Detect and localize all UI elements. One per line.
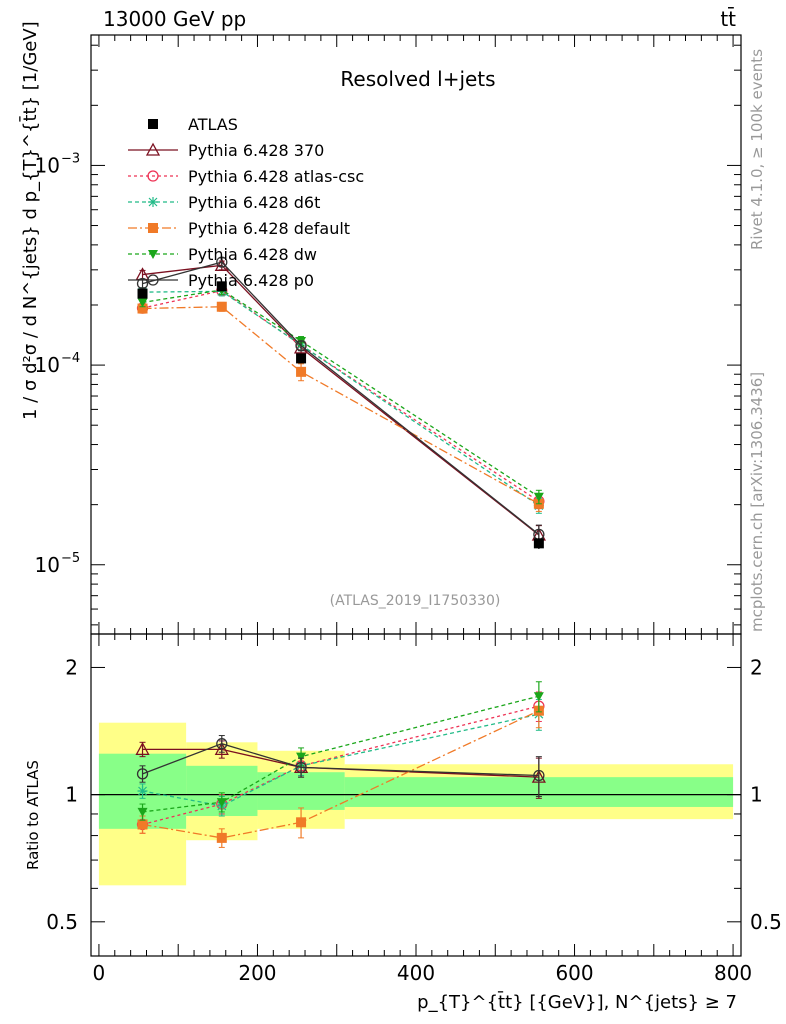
legend-label: Pythia 6.428 d6t	[188, 193, 320, 212]
x-tick-label: 200	[238, 961, 276, 985]
ratio-point	[296, 752, 307, 762]
mcplots-label: mcplots.cern.ch [arXiv:1306.3436]	[748, 372, 766, 632]
ratio-point	[137, 785, 148, 796]
legend-item: Pythia 6.428 d6t	[128, 193, 320, 212]
y-axis-label: 1 / σ d²σ / d N^{jets} d p_{T}^{t̄t} [1/…	[19, 21, 41, 420]
legend-marker	[148, 119, 158, 129]
series-370	[135, 257, 546, 546]
series-line	[142, 290, 540, 507]
legend-marker	[147, 274, 159, 286]
chart-title: Resolved l+jets	[340, 67, 495, 91]
legend-marker	[145, 142, 161, 156]
ratio-line	[142, 710, 540, 839]
y-tick-label-exponent: −3	[61, 151, 80, 166]
legend-label: Pythia 6.428 atlas-csc	[188, 167, 364, 186]
legend-label: Pythia 6.428 default	[188, 219, 350, 238]
legend-item: Pythia 6.428 p0	[128, 271, 314, 290]
data-point	[296, 353, 307, 364]
ratio-point	[136, 768, 149, 780]
ratio-line	[142, 743, 539, 777]
legend-label: ATLAS	[188, 115, 238, 134]
series-atlas-csc	[136, 284, 545, 510]
series-line	[142, 306, 540, 505]
ratio-series-p0	[136, 735, 545, 797]
y-tick-label-right: 1	[750, 783, 763, 807]
ratio-point	[533, 692, 544, 702]
data-point	[216, 256, 228, 268]
ratio-point	[216, 832, 227, 843]
green-band	[257, 772, 345, 810]
legend-label: Pythia 6.428 dw	[188, 245, 317, 264]
data-point	[295, 340, 307, 352]
analysis-tag: (ATLAS_2019_I1750330)	[330, 593, 501, 609]
series-default	[137, 301, 544, 512]
legend-item: Pythia 6.428 dw	[128, 245, 317, 264]
legend-marker	[148, 250, 158, 259]
y-tick-label-right: 0.5	[750, 910, 782, 934]
y-tick-label: 2	[65, 655, 78, 679]
y-tick-label: 10	[35, 553, 60, 577]
data-point	[216, 301, 227, 312]
data-point	[296, 366, 307, 377]
ratio-point	[216, 738, 228, 750]
x-tick-label: 400	[397, 961, 435, 985]
ratio-y-axis-label: Ratio to ATLAS	[24, 760, 42, 870]
main-panel: Resolved l+jets (ATLAS_2019_I1750330) 1 …	[19, 21, 742, 635]
series-line	[142, 261, 540, 535]
rivet-label: Rivet 4.1.0, ≥ 100k events	[748, 49, 766, 250]
process-label: tt̄	[720, 6, 736, 31]
ratio-point	[295, 761, 307, 774]
series-line	[142, 289, 540, 502]
legend-item: Pythia 6.428 370	[128, 141, 324, 160]
data-point	[533, 492, 544, 502]
ratio-series-dw	[137, 681, 544, 821]
data-point	[216, 281, 227, 292]
ratio-panel: Ratio to ATLAS p_{T}^{t̄t} [{GeV}], N^{j…	[24, 633, 782, 1013]
y-tick-label: 1	[65, 783, 78, 807]
series-dw	[137, 285, 544, 505]
y-tick-label-right: 2	[750, 655, 763, 679]
y-tick-label-exponent: −4	[61, 351, 80, 366]
legend: ATLAS Pythia 6.428 370 Pythia 6.428 atlas-…	[128, 115, 364, 290]
y-tick-label: 10	[35, 353, 60, 377]
series-line	[142, 289, 540, 498]
ratio-point	[214, 741, 229, 755]
y-tick-label-exponent: −5	[61, 551, 80, 566]
data-point	[137, 303, 148, 314]
legend-marker	[148, 197, 158, 207]
data-point	[137, 288, 148, 299]
x-tick-label: 0	[93, 961, 106, 985]
data-point	[137, 298, 148, 308]
ratio-point	[137, 807, 148, 817]
legend-item: Pythia 6.428 default	[128, 219, 350, 238]
legend-marker	[148, 223, 158, 233]
ratio-point	[216, 798, 227, 808]
legend-label: Pythia 6.428 p0	[188, 271, 314, 290]
data-point	[533, 538, 544, 549]
ratio-point	[533, 769, 545, 782]
x-tick-label: 600	[555, 961, 593, 985]
data-point	[136, 277, 149, 290]
energy-label: 13000 GeV pp	[103, 7, 246, 31]
ratio-point	[296, 817, 307, 828]
ratio-point	[135, 741, 150, 755]
x-tick-label: 800	[714, 961, 752, 985]
legend-item: Pythia 6.428 atlas-csc	[128, 167, 364, 186]
y-tick-label: 10	[35, 153, 60, 177]
series-atlas	[137, 281, 544, 549]
legend-marker	[147, 170, 159, 182]
legend-item: ATLAS	[148, 115, 238, 134]
ratio-point	[137, 819, 148, 830]
series-d6t	[137, 286, 544, 514]
y-tick-label: 0.5	[46, 910, 78, 934]
legend-label: Pythia 6.428 370	[188, 141, 324, 160]
x-axis-label: p_{T}^{t̄t} [{GeV}], N^{jets} ≥ 7	[417, 991, 737, 1013]
ratio-line	[142, 748, 539, 778]
series-line	[142, 264, 540, 536]
series-p0	[136, 256, 545, 546]
